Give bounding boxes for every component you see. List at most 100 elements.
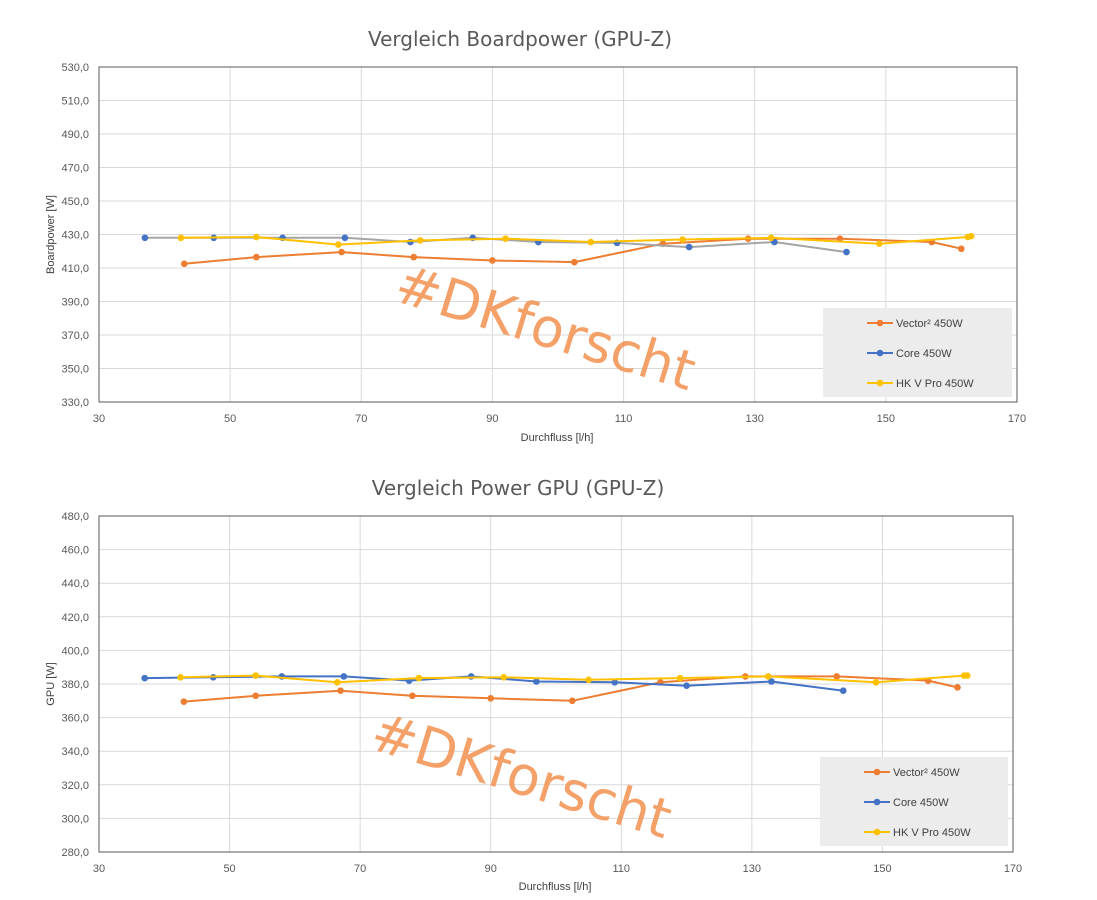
y-tick-label: 530,0 [61, 62, 89, 74]
y-tick-label: 350,0 [61, 364, 89, 376]
data-point [489, 257, 496, 264]
data-point [964, 672, 971, 679]
data-point [177, 234, 185, 242]
data-point [141, 674, 148, 682]
legend-marker [876, 349, 884, 357]
data-point [767, 234, 775, 242]
y-axis-title: GPU [W] [45, 662, 57, 705]
data-point [611, 679, 619, 686]
y-tick-label: 490,0 [61, 129, 89, 141]
data-point [676, 674, 684, 682]
watermark-text: #DKforscht [364, 700, 679, 851]
data-point [467, 673, 475, 680]
data-point [685, 243, 693, 251]
data-point [253, 253, 260, 261]
y-tick-label: 400,0 [61, 645, 89, 657]
legend-label: Vector² 450W [896, 318, 963, 330]
data-point [569, 697, 576, 705]
data-point [180, 260, 188, 268]
data-point [587, 238, 595, 246]
x-axis-title: Durchfluss [l/h] [519, 881, 592, 893]
chart-title: Vergleich Boardpower (GPU-Z) [368, 27, 672, 51]
data-point [571, 258, 578, 266]
y-tick-label: 390,0 [61, 297, 89, 309]
data-point [683, 682, 690, 689]
data-point [341, 234, 349, 242]
data-point [839, 687, 847, 695]
y-tick-label: 300,0 [61, 813, 89, 825]
x-tick-label: 110 [613, 863, 631, 875]
data-point [533, 678, 540, 685]
data-point [337, 687, 344, 695]
x-tick-label: 90 [485, 863, 497, 875]
x-tick-label: 130 [746, 413, 764, 425]
legend: Vector² 450W Core 450W HK V Pro 450W [820, 757, 1008, 846]
data-point [333, 679, 341, 686]
legend-label: HK V Pro 450W [893, 827, 971, 839]
y-tick-label: 340,0 [61, 746, 89, 758]
x-tick-label: 50 [223, 863, 235, 875]
data-point [679, 236, 686, 243]
legend: Vector² 450W Core 450W HK V Pro 450W [823, 308, 1012, 397]
series-hk [177, 672, 971, 686]
data-point [252, 692, 259, 700]
watermark-text: #DKforscht [388, 252, 703, 403]
y-tick-label: 430,0 [61, 230, 89, 242]
data-point [252, 672, 259, 679]
y-tick-label: 460,0 [61, 545, 89, 557]
data-point [410, 253, 418, 261]
y-tick-label: 320,0 [61, 780, 89, 792]
legend-label: Core 450W [893, 797, 949, 809]
x-tick-label: 150 [877, 413, 895, 425]
x-axis-title: Durchfluss [l/h] [521, 432, 594, 444]
data-point [409, 692, 416, 700]
data-point [340, 673, 348, 680]
data-point [253, 233, 260, 241]
data-point [768, 678, 775, 685]
data-point [180, 698, 188, 705]
data-point [500, 673, 508, 681]
x-tick-label: 30 [93, 413, 105, 425]
legend-label: Vector² 450W [893, 767, 960, 779]
y-tick-label: 440,0 [61, 578, 89, 590]
data-point [502, 235, 509, 242]
series-vector [180, 235, 965, 268]
x-tick-label: 110 [615, 413, 633, 425]
data-point [764, 673, 772, 680]
y-tick-label: 420,0 [61, 612, 89, 624]
series-hk [177, 232, 975, 248]
y-tick-label: 410,0 [61, 263, 89, 275]
legend-marker [873, 798, 881, 806]
chart-2: Vergleich Power GPU (GPU-Z) 30 50 70 90 110 13… [45, 476, 1022, 893]
data-point [338, 248, 345, 256]
legend-marker [873, 828, 881, 836]
y-tick-label: 370,0 [61, 330, 89, 342]
x-tick-label: 90 [486, 413, 498, 425]
data-point [177, 673, 184, 681]
legend-label: Core 450W [896, 348, 952, 360]
plot-area [98, 515, 1014, 853]
data-point [836, 235, 844, 242]
data-point [141, 234, 149, 242]
legend-label: HK V Pro 450W [896, 378, 974, 390]
data-point [967, 232, 975, 240]
data-point [585, 676, 592, 684]
data-point [954, 684, 961, 691]
x-tick-label: 170 [1008, 413, 1026, 425]
chart-1: Vergleich Boardpower (GPU-Z) 30 50 70 90 110 1… [45, 27, 1026, 444]
data-point [335, 241, 342, 248]
x-tick-label: 130 [743, 863, 761, 875]
data-point [876, 240, 883, 248]
data-point [957, 245, 965, 253]
y-tick-label: 280,0 [61, 847, 89, 859]
x-tick-label: 30 [93, 863, 105, 875]
data-point [833, 673, 841, 680]
x-tick-label: 70 [355, 413, 367, 425]
x-tick-label: 50 [224, 413, 236, 425]
data-point [415, 674, 423, 682]
plot-area [98, 66, 1018, 403]
data-point [487, 694, 495, 702]
legend-box [823, 308, 1012, 397]
data-point [407, 238, 414, 246]
legend-marker [873, 768, 881, 776]
